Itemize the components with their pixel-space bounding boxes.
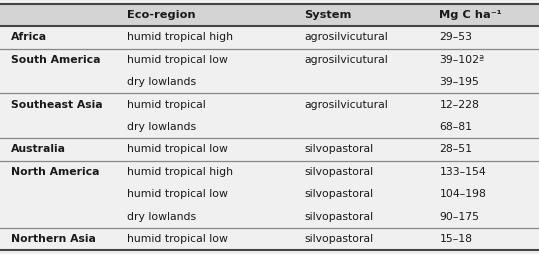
Text: silvopastoral: silvopastoral xyxy=(305,234,374,244)
Text: 29–53: 29–53 xyxy=(439,33,472,42)
Text: Northern Asia: Northern Asia xyxy=(11,234,95,244)
Text: silvopastoral: silvopastoral xyxy=(305,144,374,154)
Text: dry lowlands: dry lowlands xyxy=(127,122,196,132)
Text: humid tropical low: humid tropical low xyxy=(127,234,227,244)
Text: Australia: Australia xyxy=(11,144,66,154)
Text: 12–228: 12–228 xyxy=(439,100,479,110)
Text: 104–198: 104–198 xyxy=(439,189,486,199)
Text: 15–18: 15–18 xyxy=(439,234,472,244)
Text: North America: North America xyxy=(11,167,99,177)
Text: humid tropical low: humid tropical low xyxy=(127,189,227,199)
Text: dry lowlands: dry lowlands xyxy=(127,212,196,221)
Bar xyxy=(0,4,539,26)
Text: 39–195: 39–195 xyxy=(439,77,479,87)
Text: silvopastoral: silvopastoral xyxy=(305,212,374,221)
Text: silvopastoral: silvopastoral xyxy=(305,167,374,177)
Text: humid tropical high: humid tropical high xyxy=(127,33,233,42)
Text: silvopastoral: silvopastoral xyxy=(305,189,374,199)
Text: humid tropical low: humid tropical low xyxy=(127,144,227,154)
Text: agrosilvicutural: agrosilvicutural xyxy=(305,33,388,42)
Text: Africa: Africa xyxy=(11,33,47,42)
Text: agrosilvicutural: agrosilvicutural xyxy=(305,100,388,110)
Text: dry lowlands: dry lowlands xyxy=(127,77,196,87)
Text: 133–154: 133–154 xyxy=(439,167,486,177)
Text: 39–102ª: 39–102ª xyxy=(439,55,485,65)
Text: agrosilvicutural: agrosilvicutural xyxy=(305,55,388,65)
Text: Southeast Asia: Southeast Asia xyxy=(11,100,102,110)
Text: humid tropical high: humid tropical high xyxy=(127,167,233,177)
Text: 68–81: 68–81 xyxy=(439,122,472,132)
Text: humid tropical: humid tropical xyxy=(127,100,205,110)
Text: System: System xyxy=(305,10,352,20)
Text: 28–51: 28–51 xyxy=(439,144,472,154)
Text: 90–175: 90–175 xyxy=(439,212,479,221)
Text: South America: South America xyxy=(11,55,100,65)
Text: Mg C ha⁻¹: Mg C ha⁻¹ xyxy=(439,10,502,20)
Text: Eco-region: Eco-region xyxy=(127,10,195,20)
Text: humid tropical low: humid tropical low xyxy=(127,55,227,65)
